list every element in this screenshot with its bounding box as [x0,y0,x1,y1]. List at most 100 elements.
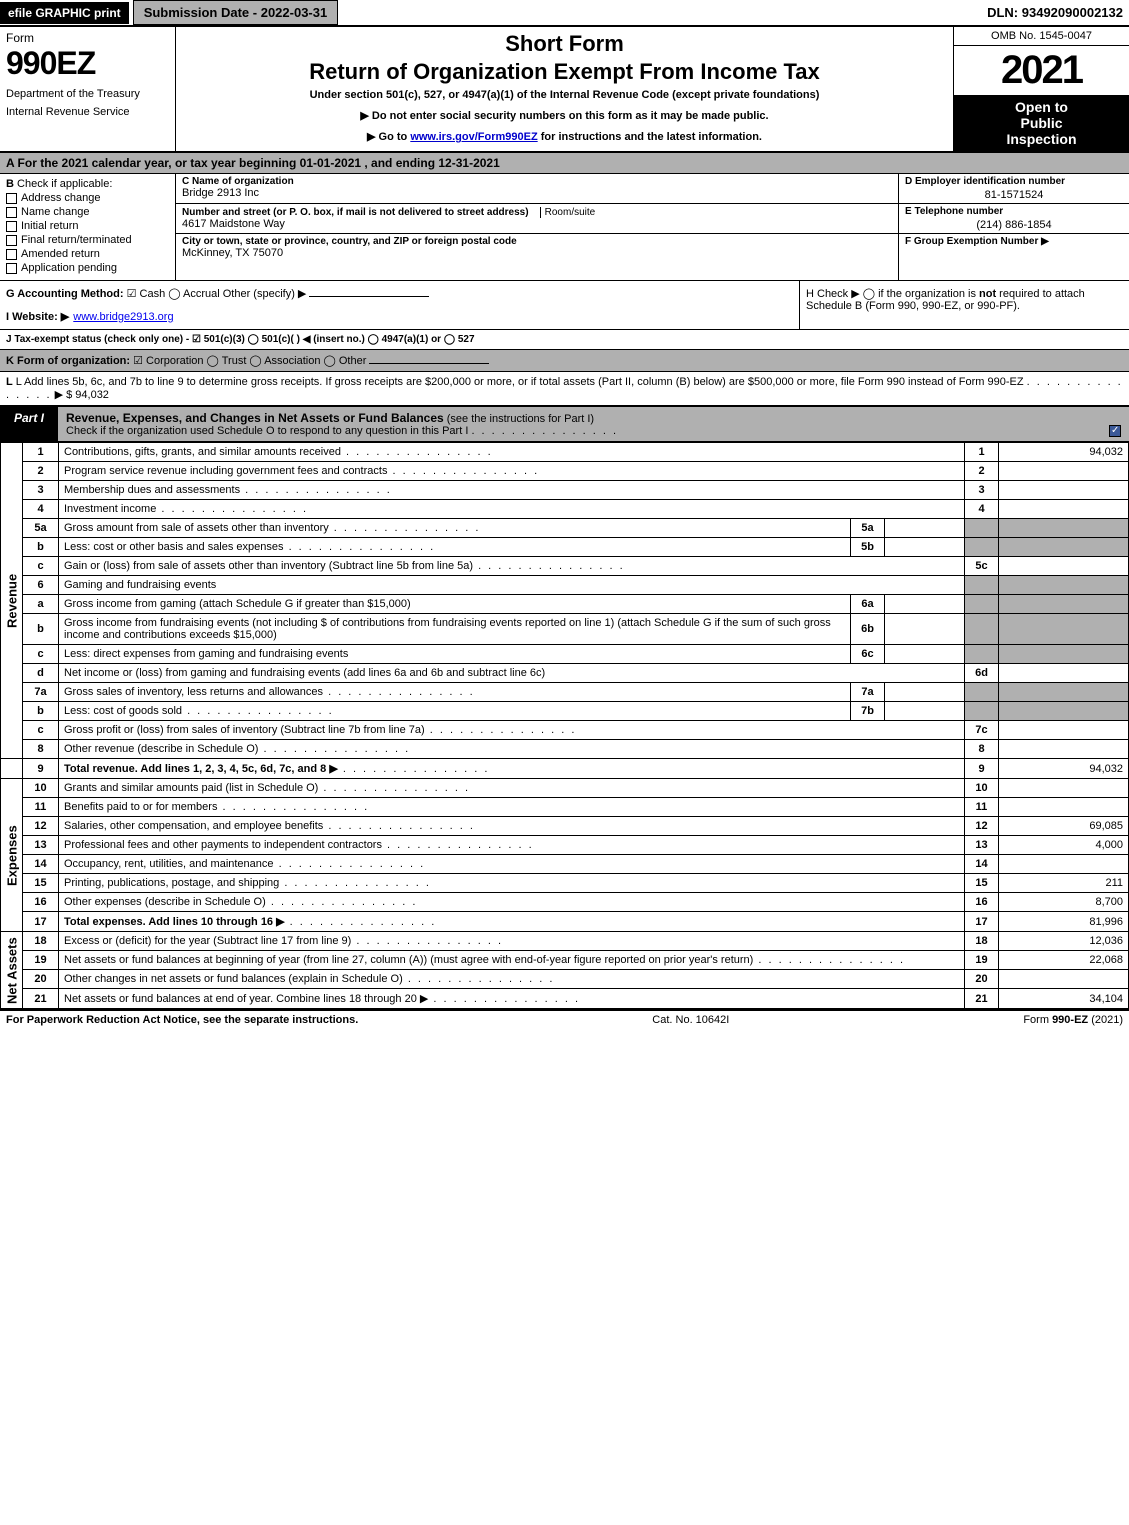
form-number: 990EZ [6,45,169,82]
chk-label: Initial return [21,220,78,232]
line-num: 20 [23,970,59,989]
line-amount: 94,032 [999,443,1129,462]
top-bar: efile GRAPHIC print Submission Date - 20… [0,0,1129,27]
line-desc: Benefits paid to or for members [64,801,217,813]
accounting-method-options: ☑ Cash ◯ Accrual Other (specify) ▶ [127,288,307,300]
box-c: C Name of organization Bridge 2913 Inc N… [176,174,899,280]
line-num: 15 [23,874,59,893]
line-ref-grey [965,683,999,702]
table-row: 14 Occupancy, rent, utilities, and maint… [1,855,1129,874]
dots-icon [279,877,431,889]
irs-link[interactable]: www.irs.gov/Form990EZ [410,131,537,143]
submission-date-value: 2022-03-31 [261,5,328,20]
line-amount-grey [999,683,1129,702]
org-name-label: C Name of organization [182,176,892,187]
chk-address-change[interactable]: Address change [6,192,169,204]
line-desc: Net assets or fund balances at end of ye… [64,993,428,1005]
line-amount-grey [999,595,1129,614]
table-row: 19 Net assets or fund balances at beginn… [1,951,1129,970]
short-form-title: Short Form [182,31,947,57]
line-ref: 9 [965,759,999,779]
box-b-letter: B [6,178,14,190]
efile-print-button[interactable]: efile GRAPHIC print [0,2,129,24]
line-desc: Gross profit or (loss) from sales of inv… [64,724,425,736]
header-right: OMB No. 1545-0047 2021 Open to Public In… [953,27,1129,151]
box-f: F Group Exemption Number ▶ [899,234,1129,264]
line-amount [999,462,1129,481]
chk-initial-return[interactable]: Initial return [6,220,169,232]
row-k-other-input[interactable] [369,363,489,364]
line-amount [999,779,1129,798]
line-desc: Program service revenue including govern… [64,465,387,477]
line-ref-grey [965,595,999,614]
footer-right-bold: 990-EZ [1052,1014,1088,1026]
chk-application-pending[interactable]: Application pending [6,262,169,274]
line-num: 14 [23,855,59,874]
line-ref: 6d [965,664,999,683]
line-desc: Other changes in net assets or fund bala… [64,973,403,985]
room-suite-label: Room/suite [540,207,596,218]
dots-icon [285,916,437,928]
line-desc: Occupancy, rent, utilities, and maintena… [64,858,274,870]
dept-irs: Internal Revenue Service [6,106,169,118]
footer-left: For Paperwork Reduction Act Notice, see … [6,1014,358,1026]
line-ref-grey [965,576,999,595]
table-row: 7a Gross sales of inventory, less return… [1,683,1129,702]
table-row: 16 Other expenses (describe in Schedule … [1,893,1129,912]
open-to-public: Open to Public Inspection [954,95,1129,151]
open-line-3: Inspection [956,131,1127,147]
dots-icon [341,446,493,458]
chk-final-return[interactable]: Final return/terminated [6,234,169,246]
table-row: 4 Investment income 4 [1,500,1129,519]
dln-value: DLN: 93492090002132 [981,1,1129,24]
sub-ref: 7b [851,702,885,721]
footer-right-pre: Form [1023,1014,1052,1026]
form-990ez: efile GRAPHIC print Submission Date - 20… [0,0,1129,1029]
website-link[interactable]: www.bridge2913.org [73,311,173,323]
accounting-other-input[interactable] [309,296,429,297]
line-num: b [23,538,59,557]
line-amount [999,664,1129,683]
row-j-tax-exempt: J Tax-exempt status (check only one) - ☑… [0,330,1129,350]
line-desc: Gain or (loss) from sale of assets other… [64,560,473,572]
instr2-post: for instructions and the latest informat… [538,131,762,143]
line-num: 13 [23,836,59,855]
schedule-o-checkbox[interactable] [1109,425,1121,437]
line-num: c [23,645,59,664]
main-title: Return of Organization Exempt From Incom… [182,59,947,85]
line-ref: 16 [965,893,999,912]
row-k-label: K Form of organization: [6,355,130,367]
dots-icon [323,820,475,832]
dots-icon [471,425,618,437]
part-1-subtitle: Check if the organization used Schedule … [66,425,468,437]
row-k-options: ☑ Corporation ◯ Trust ◯ Association ◯ Ot… [133,355,366,367]
line-amount [999,740,1129,759]
chk-amended-return[interactable]: Amended return [6,248,169,260]
line-num: c [23,557,59,576]
line-num: 17 [23,912,59,932]
table-row: 11 Benefits paid to or for members 11 [1,798,1129,817]
line-desc: Net assets or fund balances at beginning… [64,954,753,966]
line-amount [999,481,1129,500]
phone-value: (214) 886-1854 [905,217,1123,231]
chk-name-change[interactable]: Name change [6,206,169,218]
table-row: Revenue 1 Contributions, gifts, grants, … [1,443,1129,462]
open-line-2: Public [956,115,1127,131]
line-ref: 15 [965,874,999,893]
row-g: G Accounting Method: ☑ Cash ◯ Accrual Ot… [0,281,799,329]
box-d: D Employer identification number 81-1571… [899,174,1129,204]
header-left: Form 990EZ Department of the Treasury In… [0,27,176,151]
open-line-1: Open to [956,99,1127,115]
line-desc: Printing, publications, postage, and shi… [64,877,279,889]
line-amount: 211 [999,874,1129,893]
sub-ref: 5b [851,538,885,557]
row-g-h: G Accounting Method: ☑ Cash ◯ Accrual Ot… [0,281,1129,330]
submission-date-badge: Submission Date - 2022-03-31 [133,0,339,25]
line-ref: 1 [965,443,999,462]
line-desc: Salaries, other compensation, and employ… [64,820,323,832]
sub-amount [885,614,965,645]
sub-amount [885,595,965,614]
table-row: 3 Membership dues and assessments 3 [1,481,1129,500]
part-1-title: Revenue, Expenses, and Changes in Net As… [66,411,444,425]
table-row: b Less: cost or other basis and sales ex… [1,538,1129,557]
